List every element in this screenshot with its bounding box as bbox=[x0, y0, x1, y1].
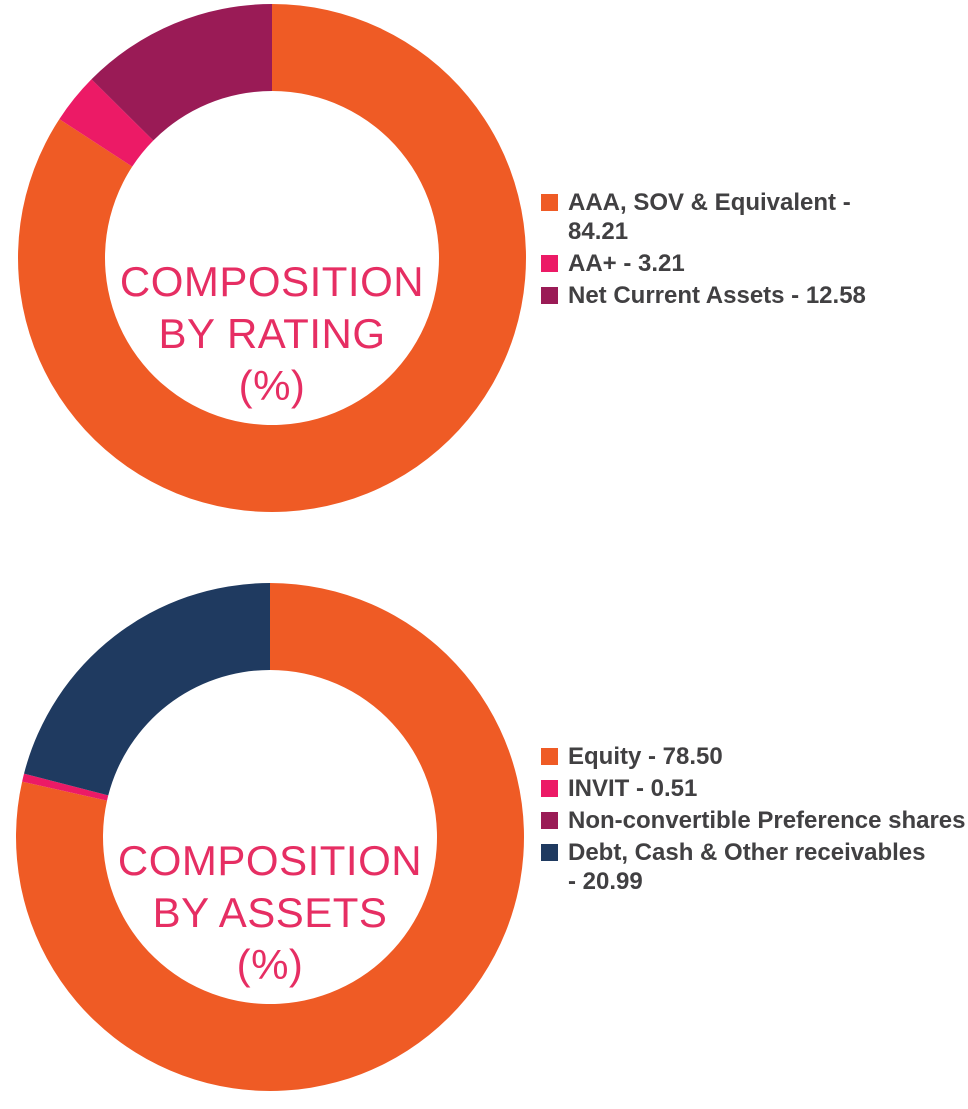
legend-swatch-orange bbox=[541, 194, 558, 211]
donut-slice bbox=[91, 3, 273, 141]
rating-chart-title: COMPOSITION BY RATING (%) bbox=[2, 256, 542, 412]
legend-item-invit: INVIT - 0.51 bbox=[541, 774, 966, 803]
rating-chart: COMPOSITION BY RATING (%) bbox=[2, 0, 542, 528]
assets-legend: Equity - 78.50 INVIT - 0.51 Non-converti… bbox=[541, 742, 966, 899]
legend-item-debt-cash: Debt, Cash & Other receivables - 20.99 bbox=[541, 838, 966, 896]
assets-title-line-1: COMPOSITION bbox=[117, 837, 423, 884]
legend-swatch-maroon bbox=[541, 287, 558, 304]
legend-label: AA+ - 3.21 bbox=[568, 250, 685, 277]
legend-label: AAA, SOV & Equivalent - 84.21 bbox=[568, 189, 851, 245]
legend-label: Non-convertible Preference shares bbox=[568, 807, 966, 834]
legend-item-net-current-assets: Net Current Assets - 12.58 bbox=[541, 281, 866, 310]
assets-chart: COMPOSITION BY ASSETS (%) bbox=[0, 567, 540, 1107]
legend-item-equity: Equity - 78.50 bbox=[541, 742, 966, 771]
donut-slice bbox=[16, 583, 525, 1091]
legend-swatch-navy bbox=[541, 844, 558, 861]
donut-slice bbox=[24, 583, 270, 796]
legend-label: Equity - 78.50 bbox=[568, 743, 723, 770]
legend-swatch-maroon bbox=[541, 812, 558, 829]
rating-title-line-2: BY RATING bbox=[158, 310, 386, 357]
legend-label: INVIT - 0.51 bbox=[568, 775, 698, 802]
rating-donut-chart bbox=[18, 3, 527, 512]
donut-slice bbox=[18, 4, 527, 512]
legend-swatch-orange bbox=[541, 748, 558, 765]
rating-legend: AAA, SOV & Equivalent - 84.21 AA+ - 3.21… bbox=[541, 188, 866, 313]
legend-item-preference-shares: Non-convertible Preference shares bbox=[541, 806, 966, 835]
legend-label: Debt, Cash & Other receivables - 20.99 bbox=[568, 839, 926, 895]
legend-item-aaa-sov: AAA, SOV & Equivalent - 84.21 bbox=[541, 188, 866, 246]
assets-title-line-3: (%) bbox=[236, 941, 304, 988]
rating-title-line-1: COMPOSITION bbox=[119, 258, 425, 305]
legend-label: Net Current Assets - 12.58 bbox=[568, 282, 866, 309]
assets-donut-chart bbox=[16, 583, 525, 1091]
rating-title-line-3: (%) bbox=[238, 362, 306, 409]
donut-slice bbox=[22, 773, 109, 801]
donut-slice bbox=[59, 79, 154, 167]
legend-swatch-pink bbox=[541, 780, 558, 797]
legend-item-aa-plus: AA+ - 3.21 bbox=[541, 249, 866, 278]
assets-title-line-2: BY ASSETS bbox=[152, 889, 388, 936]
assets-chart-title: COMPOSITION BY ASSETS (%) bbox=[0, 835, 540, 991]
legend-swatch-pink bbox=[541, 255, 558, 272]
